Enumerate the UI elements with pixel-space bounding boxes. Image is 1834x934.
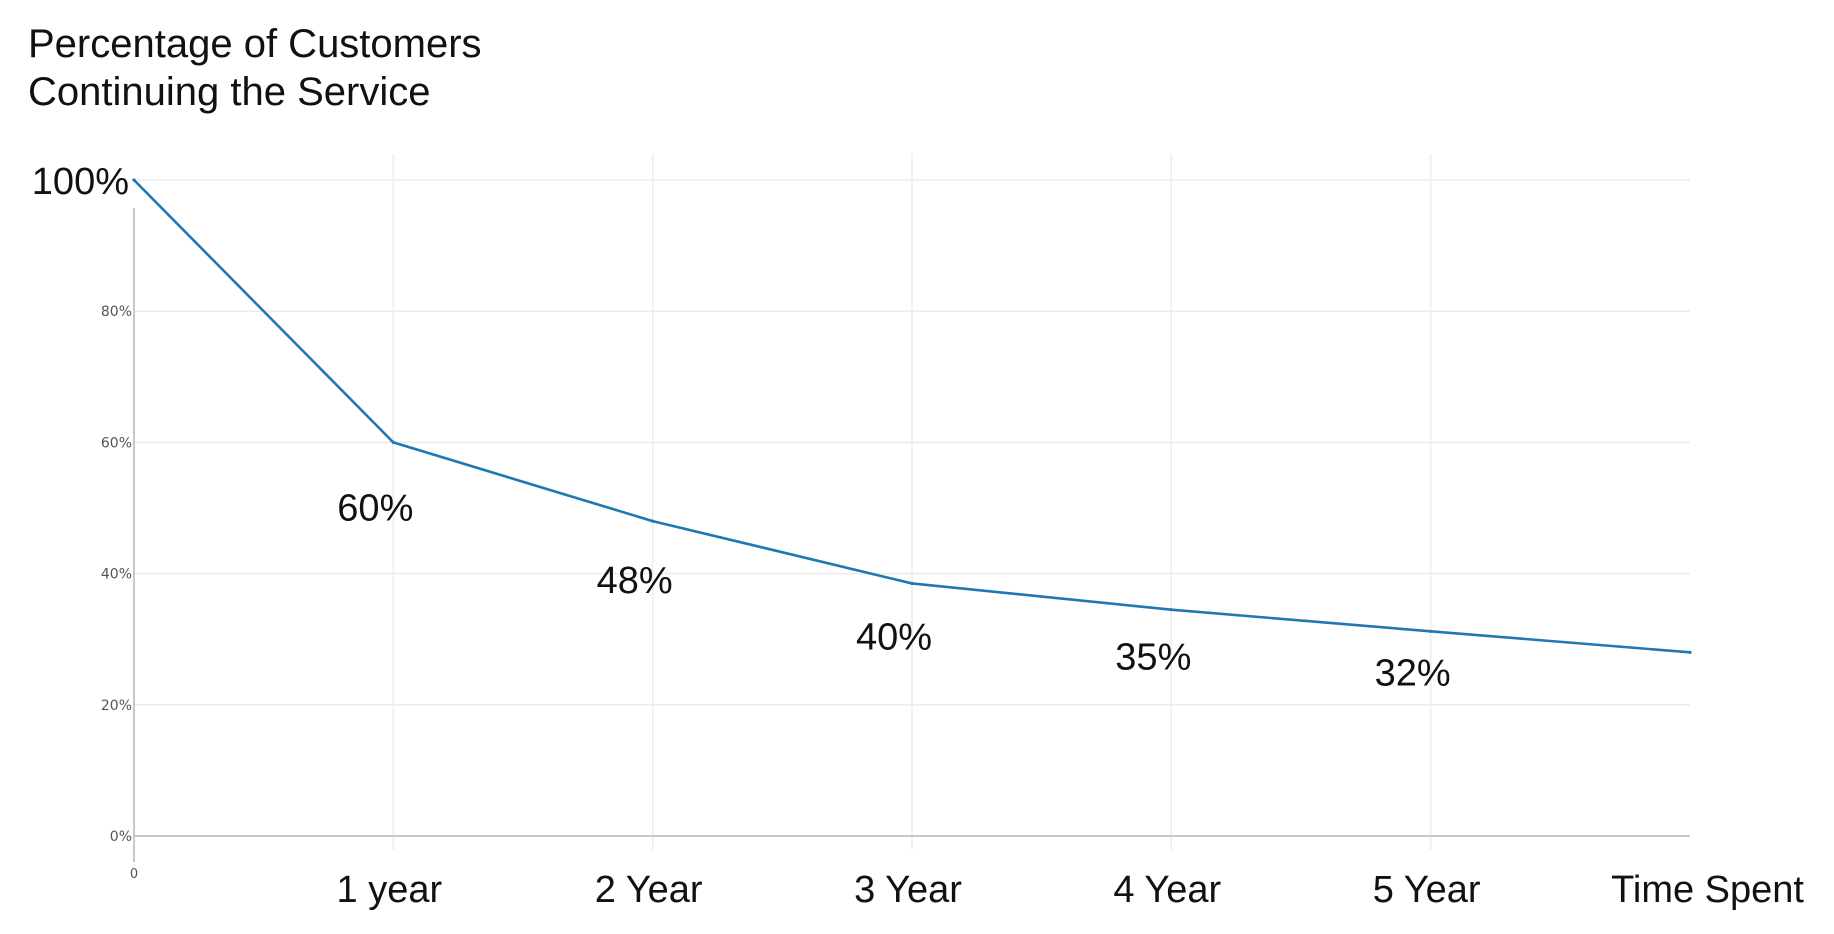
y-tick-label: 100% bbox=[32, 161, 129, 203]
data-point bbox=[1429, 629, 1433, 633]
chart-title-line-2: Continuing the Service bbox=[28, 70, 431, 114]
data-point bbox=[1169, 608, 1173, 612]
y-tick-label: 20% bbox=[101, 698, 132, 714]
data-label: 48% bbox=[597, 560, 673, 602]
axes bbox=[133, 208, 1690, 862]
chart-title: Percentage of Customers Continuing the S… bbox=[28, 20, 482, 116]
x-tick-label: 0 bbox=[130, 867, 138, 882]
data-point bbox=[391, 440, 395, 444]
data-point bbox=[651, 519, 655, 523]
x-tick-label: 4 Year bbox=[1113, 869, 1221, 911]
data-point bbox=[910, 581, 914, 586]
x-tick-label: 2 Year bbox=[595, 869, 703, 911]
data-label: 32% bbox=[1375, 652, 1451, 694]
vertical-gridlines bbox=[392, 154, 1432, 850]
y-tick-label: 60% bbox=[101, 435, 132, 451]
x-tick-label: 1 year bbox=[337, 869, 443, 911]
data-point bbox=[1688, 650, 1692, 654]
x-tick-label: 5 Year bbox=[1373, 869, 1481, 911]
data-label: 40% bbox=[856, 616, 932, 658]
x-tick-label: 3 Year bbox=[854, 869, 962, 911]
y-tick-label: 0% bbox=[110, 829, 132, 845]
x-axis-ticks: 0 1 year 2 Year 3 Year 4 Year 5 Year Time Spen… bbox=[130, 867, 1805, 911]
x-axis-title: Time Spent bbox=[1611, 869, 1804, 911]
y-tick-label: 80% bbox=[101, 304, 132, 320]
series-group bbox=[132, 178, 1692, 654]
data-labels: 60% 48% 40% 35% 32% bbox=[337, 487, 1450, 694]
data-label: 60% bbox=[337, 487, 413, 529]
data-point bbox=[132, 178, 136, 182]
y-axis-ticks: 0% 20% 40% 60% 80% 100% bbox=[32, 161, 132, 845]
data-label: 35% bbox=[1115, 637, 1191, 679]
chart-title-line-1: Percentage of Customers bbox=[28, 22, 482, 66]
y-tick-label: 40% bbox=[101, 567, 132, 583]
